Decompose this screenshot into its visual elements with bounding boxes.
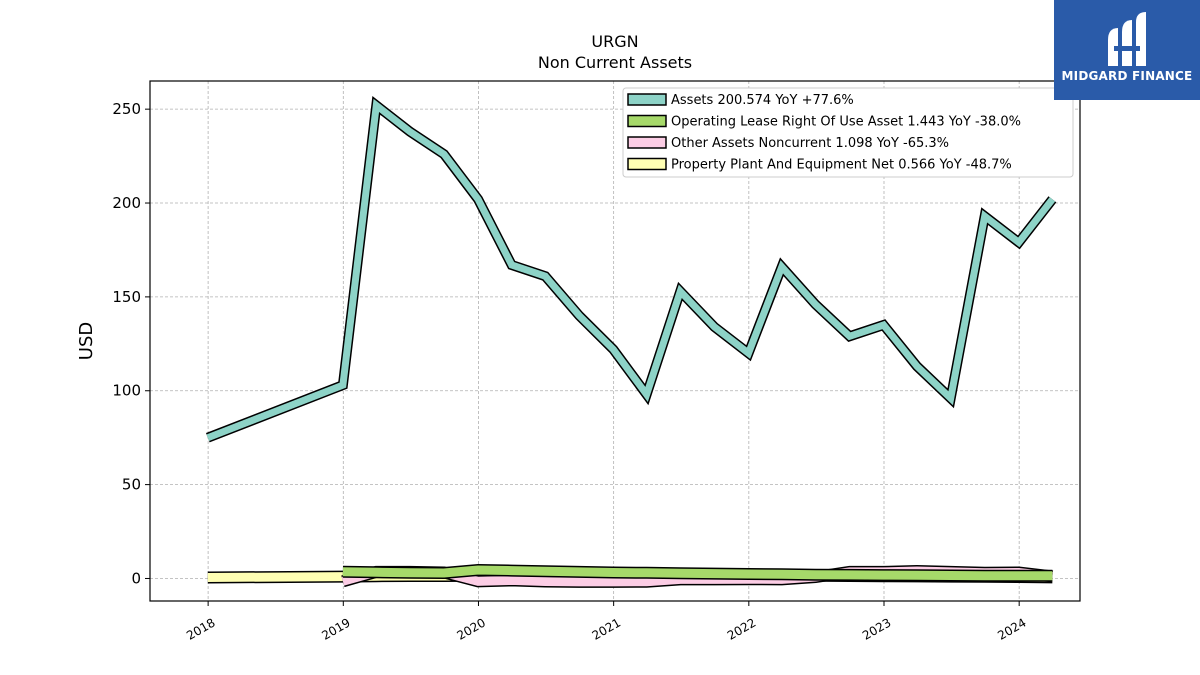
y-tick-label: 50 [122,476,141,494]
y-tick-label: 150 [112,288,141,306]
legend-label: Property Plant And Equipment Net 0.566 Y… [671,158,1012,173]
legend-label: Operating Lease Right Of Use Asset 1.443… [671,115,1021,130]
y-tick-label: 250 [112,100,141,118]
plot-frame [149,80,1081,602]
chart-title: URGN [591,32,639,51]
legend-swatch [627,157,667,171]
series-line [206,98,1056,441]
legend-label: Other Assets Noncurrent 1.098 YoY -65.3% [671,136,949,151]
midgard-finance-logo: MIDGARD FINANCE [1054,0,1200,100]
x-tick-label: 2023 [860,615,893,642]
y-tick-label: 100 [112,382,141,400]
logo-text: MIDGARD FINANCE [1061,69,1193,83]
series-group [205,96,1057,443]
midgard-logo-icon [1108,12,1146,66]
legend-swatch [627,136,667,149]
chart-subtitle: Non Current Assets [537,53,693,72]
x-tick-label: 2021 [590,615,623,642]
y-tick-label: 200 [112,194,141,212]
legend-label: Assets 200.574 YoY +77.6% [671,93,854,108]
legend-box [622,87,1074,178]
y-tick-label: 0 [131,569,141,587]
legend-swatch [627,93,667,106]
x-tick-label: 2019 [319,615,352,642]
series-line [342,565,1053,581]
x-tick-label: 2024 [995,615,1028,642]
series-group [342,563,1053,582]
legend-swatch [627,114,667,128]
y-axis-label: USD [76,322,97,360]
x-tick-label: 2020 [455,615,488,642]
x-tick-label: 2022 [725,615,758,642]
legend: Assets 200.574 YoY +77.6% Operating Lease… [622,87,1074,178]
x-tick-label: 2018 [184,615,217,642]
